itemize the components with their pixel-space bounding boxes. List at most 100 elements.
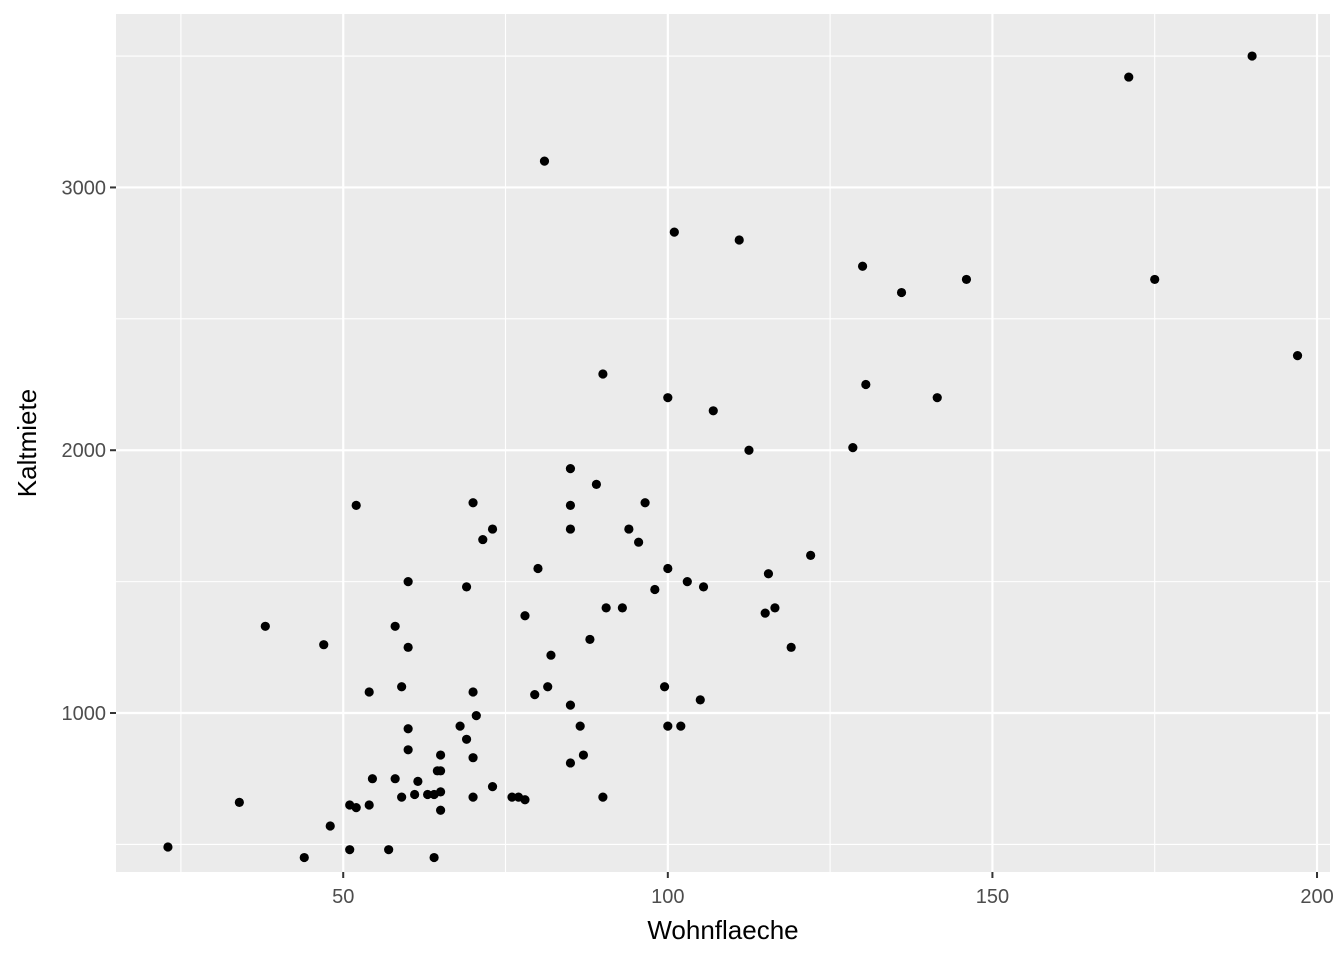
data-point — [676, 721, 686, 731]
data-point — [435, 766, 446, 776]
data-point — [461, 734, 472, 744]
y-tick-label: 3000 — [62, 177, 107, 199]
data-point — [598, 369, 608, 379]
data-point — [520, 795, 530, 805]
data-point — [468, 687, 478, 697]
data-point — [669, 227, 679, 237]
data-point — [591, 479, 602, 489]
data-point — [487, 781, 498, 792]
data-point — [487, 524, 498, 534]
data-point — [565, 700, 576, 710]
data-point — [325, 821, 335, 831]
data-point — [403, 577, 413, 587]
data-point — [1292, 351, 1303, 361]
data-point — [530, 690, 540, 700]
x-tick-label: 100 — [651, 886, 684, 908]
x-axis: 50 100 150 200 — [332, 872, 1334, 908]
data-point — [659, 682, 670, 692]
data-point — [896, 287, 907, 298]
data-point — [461, 582, 472, 592]
data-point — [857, 261, 868, 271]
minor-gridlines — [116, 14, 1330, 872]
data-point — [413, 776, 423, 786]
data-point — [565, 758, 576, 768]
data-point — [397, 682, 407, 692]
data-point — [468, 792, 478, 802]
data-point — [682, 577, 692, 587]
data-point — [364, 687, 374, 697]
data-point — [390, 774, 400, 784]
data-point — [546, 650, 556, 660]
data-point — [319, 640, 329, 650]
data-point — [734, 235, 744, 245]
data-points — [163, 51, 1303, 863]
data-point — [698, 582, 709, 592]
data-point — [624, 524, 634, 534]
data-point — [403, 745, 413, 755]
data-point — [601, 603, 611, 613]
data-point — [478, 534, 488, 545]
data-point — [1124, 72, 1134, 82]
data-point — [650, 584, 660, 595]
data-point — [640, 498, 650, 508]
data-point — [806, 550, 816, 560]
data-point — [351, 500, 361, 511]
x-tick-label: 50 — [332, 886, 354, 908]
data-point — [345, 845, 355, 855]
data-point — [565, 500, 576, 511]
data-point — [663, 393, 673, 403]
data-point — [435, 805, 446, 815]
data-point — [429, 852, 439, 863]
data-point — [364, 800, 374, 810]
data-point — [384, 845, 394, 855]
plot-panel — [116, 14, 1330, 872]
data-point — [455, 721, 465, 731]
data-point — [786, 642, 796, 652]
data-point — [351, 803, 361, 813]
x-axis-title: Wohnflaeche — [647, 915, 798, 945]
data-point — [744, 445, 754, 455]
data-point — [507, 792, 517, 802]
data-point — [468, 753, 478, 763]
data-point — [234, 797, 244, 807]
data-point — [932, 393, 942, 403]
data-point — [520, 611, 530, 621]
data-point — [410, 789, 420, 800]
data-point — [770, 603, 780, 613]
y-tick-label: 1000 — [62, 703, 107, 725]
data-point — [598, 792, 608, 802]
data-point — [578, 750, 589, 760]
y-axis-title: Kaltmiete — [12, 389, 42, 497]
data-point — [539, 156, 550, 166]
data-point — [708, 406, 718, 416]
x-tick-label: 200 — [1300, 886, 1333, 908]
data-point — [663, 563, 673, 574]
data-point — [299, 852, 309, 863]
data-point — [1247, 51, 1257, 61]
data-point — [663, 721, 673, 731]
data-point — [403, 642, 413, 652]
data-point — [260, 621, 270, 631]
data-point — [163, 842, 173, 852]
data-point — [543, 682, 553, 692]
data-point — [390, 621, 400, 631]
data-point — [471, 711, 481, 721]
data-point — [403, 724, 413, 734]
data-point — [435, 787, 446, 797]
data-point — [423, 789, 433, 800]
data-point — [861, 379, 871, 390]
data-point — [634, 537, 644, 547]
data-point — [397, 792, 407, 802]
data-point — [468, 498, 478, 508]
data-point — [1150, 274, 1160, 285]
data-point — [760, 608, 770, 618]
data-point — [435, 750, 446, 760]
data-point — [617, 603, 627, 613]
data-point — [533, 563, 543, 574]
data-point — [763, 569, 774, 579]
data-point — [575, 721, 585, 731]
data-point — [848, 442, 858, 453]
y-axis: 1000 2000 3000 — [62, 177, 116, 725]
data-point — [565, 524, 576, 534]
data-point — [585, 634, 595, 645]
